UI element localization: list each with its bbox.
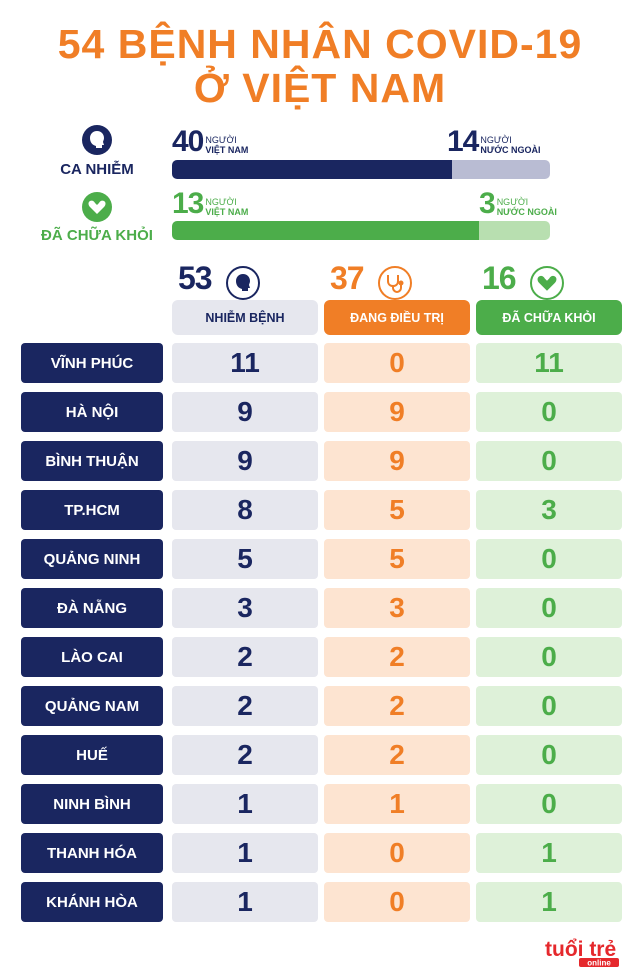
infected-vn-group: 40 NGƯỜI VIỆT NAM — [172, 125, 249, 158]
cell-infected: 8 — [172, 490, 318, 530]
cell-infected: 9 — [172, 441, 318, 481]
cell-infected: 1 — [172, 784, 318, 824]
infected-foreign-count: 14 — [447, 125, 479, 158]
cell-recovered: 0 — [476, 539, 622, 579]
row-label-province: QUẢNG NAM — [21, 686, 163, 726]
total-infected: 53 — [178, 260, 213, 296]
heart-icon — [530, 266, 564, 300]
cell-recovered: 3 — [476, 490, 622, 530]
cell-recovered: 0 — [476, 392, 622, 432]
cell-treating: 2 — [324, 735, 470, 775]
row-label-province: LÀO CAI — [21, 637, 163, 677]
cell-infected: 9 — [172, 392, 318, 432]
logo-main-text: tuổi trẻ — [545, 938, 616, 961]
recovered-vn-group: 13 NGƯỜI VIỆT NAM — [172, 187, 249, 220]
cell-recovered: 1 — [476, 882, 622, 922]
cell-treating: 9 — [324, 441, 470, 481]
column-header-recovered: ĐÃ CHỮA KHỎI — [476, 300, 622, 335]
cell-recovered: 1 — [476, 833, 622, 873]
cell-infected: 2 — [172, 637, 318, 677]
cell-treating: 5 — [324, 490, 470, 530]
infected-vn-count: 40 — [172, 125, 204, 158]
cell-treating: 5 — [324, 539, 470, 579]
infected-foreign-label: NƯỚC NGOÀI — [480, 145, 541, 155]
recovered-bar — [172, 221, 550, 240]
recovered-vn-count: 13 — [172, 187, 204, 220]
person-head-icon — [226, 266, 260, 300]
logo-sub-text: online — [587, 959, 611, 968]
recovered-foreign-group: 3 NGƯỜI NƯỚC NGOÀI — [479, 187, 557, 220]
cell-treating: 2 — [324, 637, 470, 677]
cell-treating: 0 — [324, 343, 470, 383]
person-head-icon — [82, 125, 112, 155]
recovered-foreign-unit: NGƯỜI — [496, 197, 529, 207]
cell-recovered: 0 — [476, 784, 622, 824]
cell-recovered: 0 — [476, 441, 622, 481]
page-title-line2: Ở VIỆT NAM — [193, 65, 447, 111]
recovered-vn-unit: NGƯỜI — [205, 197, 237, 207]
cell-recovered: 0 — [476, 735, 622, 775]
stethoscope-icon — [378, 266, 412, 300]
infected-vn-bar-segment — [172, 160, 452, 179]
cell-infected: 1 — [172, 882, 318, 922]
infected-bar — [172, 160, 550, 179]
recovered-vn-label: VIỆT NAM — [205, 207, 249, 217]
tuoi-tre-logo: tuổi trẻ online — [545, 938, 619, 968]
cell-infected: 5 — [172, 539, 318, 579]
cell-infected: 11 — [172, 343, 318, 383]
page-title: 54 BỆNH NHÂN COVID-19 — [57, 21, 583, 67]
row-label-province: KHÁNH HÒA — [21, 882, 163, 922]
cell-recovered: 0 — [476, 588, 622, 628]
row-label-province: VĨNH PHÚC — [21, 343, 163, 383]
infected-foreign-bar-segment — [452, 160, 550, 179]
cell-treating: 2 — [324, 686, 470, 726]
total-recovered: 16 — [482, 260, 517, 296]
infected-foreign-unit: NGƯỜI — [480, 135, 512, 145]
recovered-vn-bar-segment — [172, 221, 480, 240]
recovered-label: ĐÃ CHỮA KHỎI — [41, 227, 153, 244]
column-header-treating: ĐANG ĐIỀU TRỊ — [324, 300, 470, 335]
cell-treating: 0 — [324, 882, 470, 922]
infected-vn-unit: NGƯỜI — [205, 135, 237, 145]
row-label-province: ĐÀ NẴNG — [21, 588, 163, 628]
cell-recovered: 0 — [476, 686, 622, 726]
recovered-foreign-bar-segment — [479, 221, 550, 240]
total-treating: 37 — [330, 260, 365, 296]
cell-infected: 2 — [172, 686, 318, 726]
cell-infected: 1 — [172, 833, 318, 873]
row-label-province: TP.HCM — [21, 490, 163, 530]
recovered-foreign-count: 3 — [479, 187, 496, 220]
row-label-province: HÀ NỘI — [21, 392, 163, 432]
infected-label: CA NHIỄM — [60, 161, 134, 178]
cell-treating: 0 — [324, 833, 470, 873]
cell-recovered: 11 — [476, 343, 622, 383]
row-label-province: QUẢNG NINH — [21, 539, 163, 579]
row-label-province: HUẾ — [21, 735, 163, 775]
infected-vn-label: VIỆT NAM — [205, 145, 249, 155]
infected-foreign-group: 14 NGƯỜI NƯỚC NGOÀI — [447, 125, 541, 158]
cell-treating: 1 — [324, 784, 470, 824]
row-label-province: BÌNH THUẬN — [21, 441, 163, 481]
cell-infected: 3 — [172, 588, 318, 628]
cell-treating: 9 — [324, 392, 470, 432]
row-label-province: NINH BÌNH — [21, 784, 163, 824]
column-header-infected: NHIỄM BỆNH — [172, 300, 318, 335]
recovered-foreign-label: NƯỚC NGOÀI — [496, 207, 557, 217]
heart-icon — [82, 192, 112, 222]
row-label-province: THANH HÓA — [21, 833, 163, 873]
cell-recovered: 0 — [476, 637, 622, 677]
cell-treating: 3 — [324, 588, 470, 628]
cell-infected: 2 — [172, 735, 318, 775]
